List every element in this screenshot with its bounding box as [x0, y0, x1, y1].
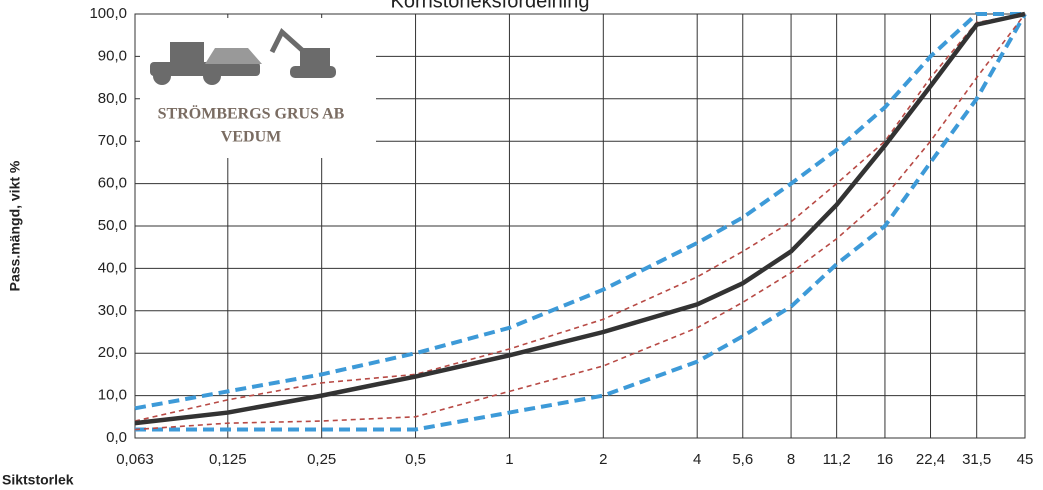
- logo-bg: [140, 18, 376, 158]
- plot: [134, 11, 1027, 432]
- x-tick-label: 0,063: [116, 451, 154, 468]
- x-tick-label: 45: [1017, 451, 1034, 468]
- x-tick-label: 0,25: [307, 451, 336, 468]
- logo: STRÖMBERGS GRUS AB VEDUM: [140, 18, 376, 158]
- series-line: [135, 13, 1027, 432]
- y-tick-label: 90,0: [98, 47, 127, 64]
- x-tick-label: 22,4: [916, 451, 945, 468]
- chart-title: Kornstorleksfördelning: [391, 0, 590, 12]
- x-tick-label: 1: [505, 451, 513, 468]
- x-tick-label: 5,6: [732, 451, 753, 468]
- y-tick-label: 100,0: [89, 5, 127, 22]
- x-tick-label: 2: [599, 451, 607, 468]
- x-tick-label: 11,2: [823, 451, 851, 468]
- x-tick-label: 4: [693, 451, 701, 468]
- y-tick-label: 60,0: [98, 175, 127, 192]
- y-axis-label: Pass.mängd, vikt %: [7, 160, 23, 291]
- y-tick-label: 0,0: [106, 429, 127, 446]
- x-tick-label: 8: [787, 451, 795, 468]
- y-tick-label: 10,0: [98, 387, 127, 404]
- y-tick-label: 50,0: [98, 217, 127, 234]
- y-tick-label: 80,0: [98, 90, 127, 107]
- y-tick-label: 40,0: [98, 259, 127, 276]
- logo-machines: [150, 27, 336, 85]
- y-tick-label: 70,0: [98, 132, 127, 149]
- series-line: [134, 11, 1026, 426]
- series-line: [134, 13, 1026, 431]
- x-axis-label: Siktstorlek: [2, 472, 74, 488]
- x-tick-label: 16: [877, 451, 894, 468]
- x-tick-label: 31,5: [962, 451, 991, 468]
- x-tick-label: 0,125: [209, 451, 247, 468]
- logo-text: STRÖMBERGS GRUS AB: [158, 105, 345, 123]
- y-tick-label: 30,0: [98, 302, 127, 319]
- logo-text: VEDUM: [221, 129, 281, 146]
- series-line: [134, 12, 1025, 411]
- x-tick-label: 0,5: [405, 451, 426, 468]
- y-tick-label: 20,0: [98, 344, 127, 361]
